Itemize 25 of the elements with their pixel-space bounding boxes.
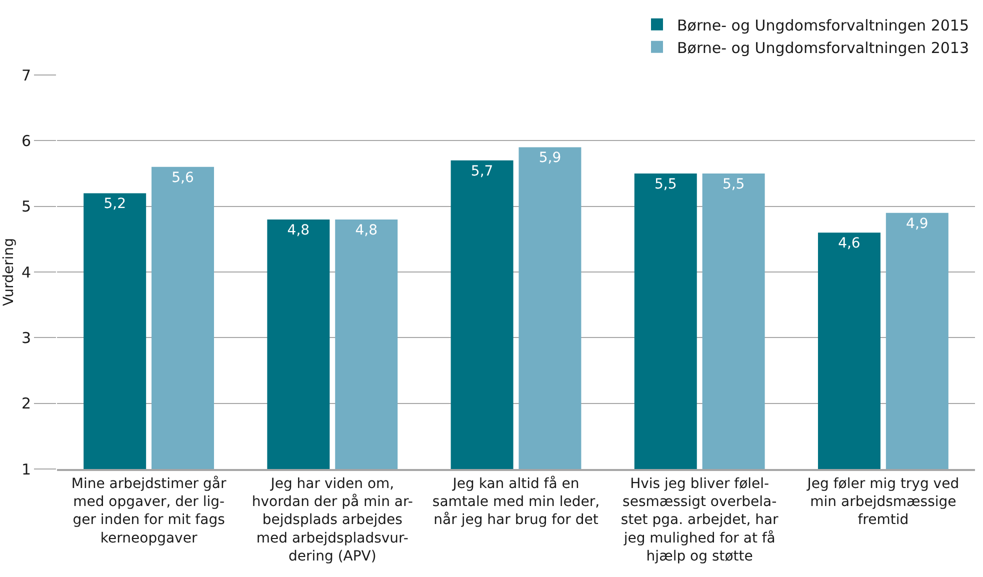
legend-label: Børne- og Ungdomsforvaltningen 2013 <box>677 38 970 57</box>
y-tick-label: 2 <box>21 394 31 413</box>
y-tick-label: 6 <box>21 132 31 150</box>
y-tick-label: 1 <box>21 460 31 478</box>
data-label: 4,8 <box>355 222 378 238</box>
data-label: 4,6 <box>838 236 860 252</box>
data-label: 4,8 <box>287 222 310 238</box>
y-tick-label: 5 <box>21 198 31 216</box>
y-tick-label: 3 <box>21 328 31 347</box>
data-label: 5,9 <box>538 150 562 166</box>
data-label: 5,5 <box>654 176 677 192</box>
y-axis-title: Vurdering <box>1 238 18 306</box>
data-label: 5,6 <box>172 170 194 186</box>
x-tick-label: Hvis jeg bliver følel- sesmæssigt overbela- stet pga. arbejdet, har jeg mulighed for at få hjælp og støtte <box>620 476 779 565</box>
data-label: 5,5 <box>722 176 745 192</box>
x-tick-label: Jeg føler mig tryg ved min arbejdsmæssige fremtid <box>806 476 960 528</box>
x-tick-label: Jeg kan altid få en samtale med min leder, når jeg har brug for det <box>432 474 600 528</box>
x-tick-label: Mine arbejdstimer går med opgaver, der lig- ger inden for mit fags kerneopgaver <box>71 474 226 546</box>
x-tick-label: Jeg har viden om, hvordan der på min ar- bejdsplads arbejdes med arbejdspladsvur- dering (APV) <box>252 476 413 565</box>
data-label: 5,7 <box>470 163 494 180</box>
y-tick-label: 4 <box>21 263 31 282</box>
data-label: 4,9 <box>906 216 928 232</box>
y-tick-label: 7 <box>21 66 31 84</box>
data-label: 5,2 <box>104 196 126 212</box>
legend-label: Børne- og Ungdomsforvaltningen 2015 <box>677 16 970 34</box>
